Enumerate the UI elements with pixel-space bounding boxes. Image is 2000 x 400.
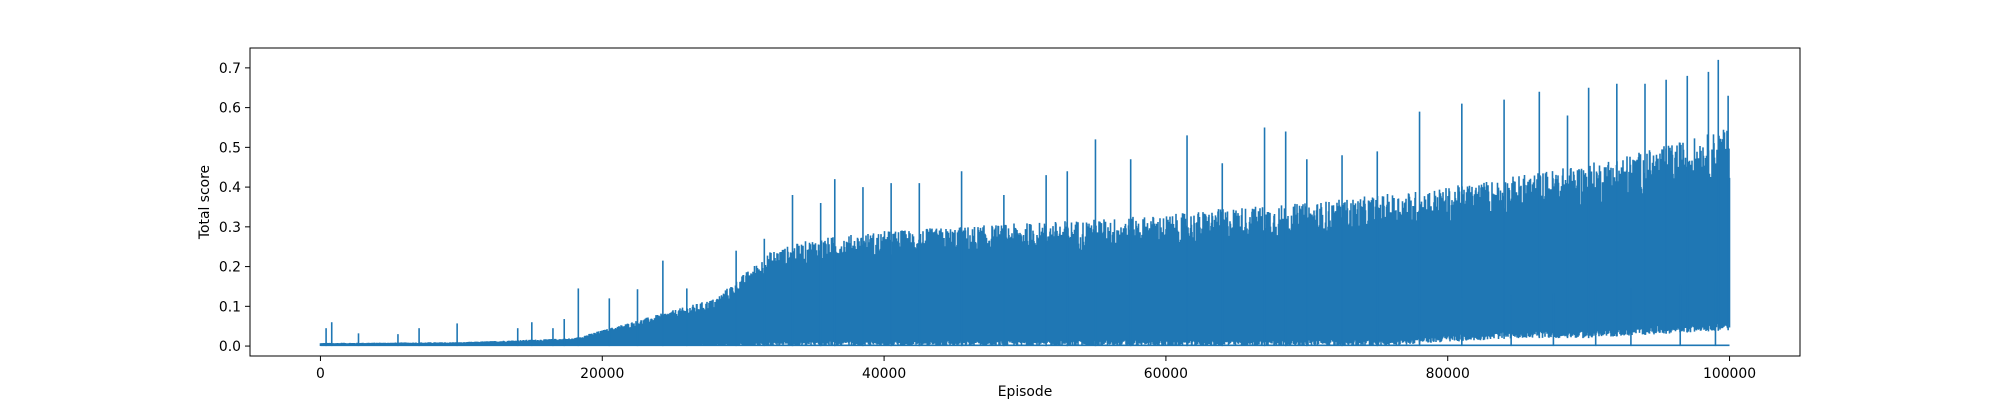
x-tick-label: 60000 xyxy=(1144,366,1188,382)
y-tick-label: 0.7 xyxy=(219,61,241,77)
y-tick-label: 0.5 xyxy=(219,140,241,156)
y-tick-label: 0.0 xyxy=(219,339,241,355)
series-line xyxy=(319,59,1731,347)
x-tick-label: 100000 xyxy=(1703,366,1756,382)
x-tick-label: 40000 xyxy=(862,366,906,382)
x-tick-label: 20000 xyxy=(580,366,624,382)
x-tick-label: 80000 xyxy=(1426,366,1470,382)
y-axis: 0.0 0.1 0.2 0.3 0.4 0.5 0.6 0.7 xyxy=(219,61,250,355)
y-tick-label: 0.3 xyxy=(219,220,241,236)
x-axis-label: Episode xyxy=(998,384,1053,400)
y-tick-label: 0.6 xyxy=(219,101,241,117)
x-tick-label: 0 xyxy=(316,366,325,382)
series-noise-band xyxy=(319,129,1731,347)
y-tick-label: 0.4 xyxy=(219,180,241,196)
x-axis: 0 20000 40000 60000 80000 100000 xyxy=(316,356,1756,382)
plot-frame xyxy=(249,47,1801,357)
y-tick-label: 0.1 xyxy=(219,299,241,315)
y-tick-label: 0.2 xyxy=(219,260,241,276)
y-axis-label: Total score xyxy=(197,165,213,240)
